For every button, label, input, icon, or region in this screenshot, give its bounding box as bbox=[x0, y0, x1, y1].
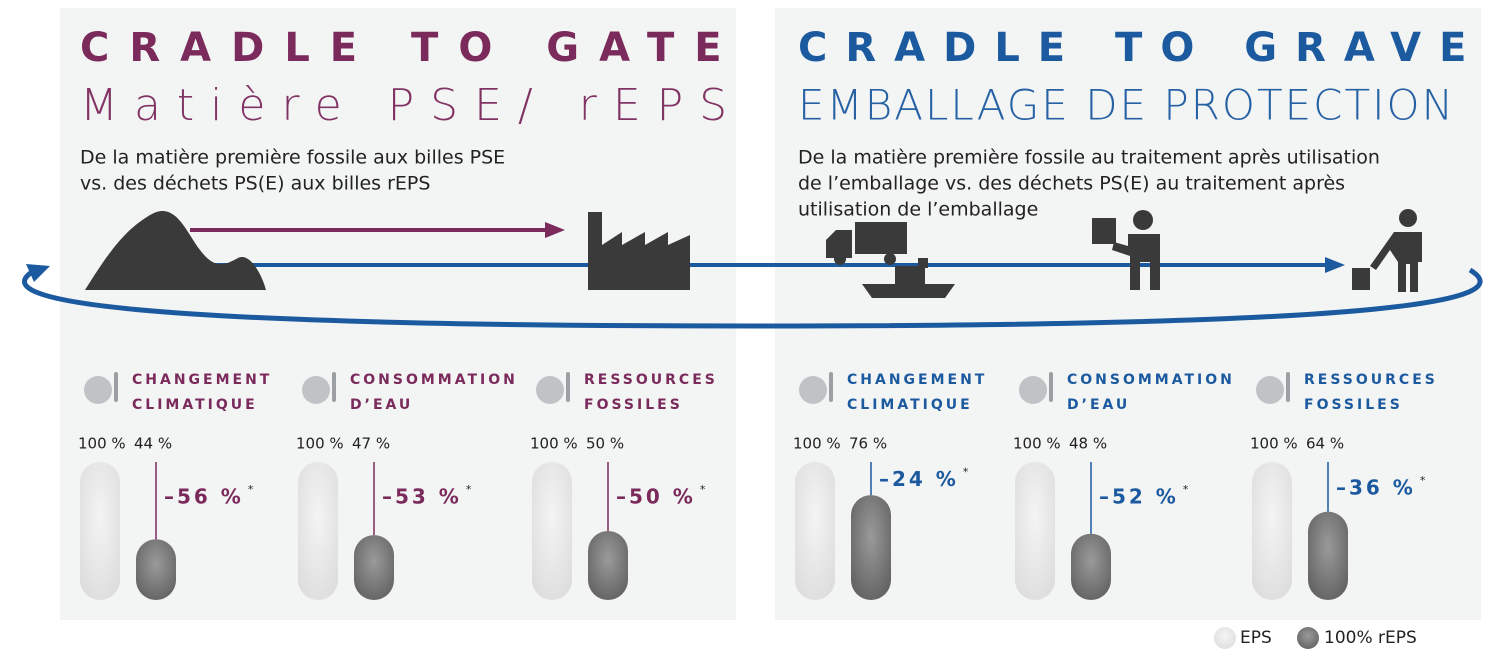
metric-icon bbox=[799, 376, 827, 404]
change-label: –53 % bbox=[382, 485, 462, 509]
panel-subtitle: EMBALLAGE DE PROTECTION bbox=[798, 81, 1455, 130]
value-label: 100 % bbox=[78, 435, 126, 453]
change-label: –36 % bbox=[1336, 475, 1416, 499]
legend-label: EPS bbox=[1240, 628, 1272, 648]
value-label: 48 % bbox=[1069, 435, 1107, 453]
value-label: 100 % bbox=[793, 435, 841, 453]
legend-swatch bbox=[1297, 627, 1319, 649]
eps-pill bbox=[532, 462, 572, 600]
metric-icon bbox=[1286, 372, 1290, 402]
reps-pill bbox=[1071, 534, 1111, 600]
metric-icon bbox=[84, 376, 112, 404]
metric-label: CLIMATIQUE bbox=[847, 397, 973, 413]
metric-label: FOSSILES bbox=[584, 397, 683, 413]
panel-subtitle: Matière PSE/ rEPS bbox=[80, 80, 743, 131]
metric-label: RESSOURCES bbox=[1304, 372, 1438, 388]
eps-pill bbox=[80, 462, 120, 600]
change-note: * bbox=[1183, 483, 1189, 496]
panel-title: CRADLE TO GATE bbox=[80, 25, 742, 71]
legend-label: 100% rEPS bbox=[1324, 628, 1417, 648]
metric-icon bbox=[1049, 372, 1053, 402]
eps-pill bbox=[1015, 462, 1055, 600]
reps-pill bbox=[588, 531, 628, 600]
reps-pill bbox=[136, 539, 176, 600]
metric-label: RESSOURCES bbox=[584, 372, 718, 388]
metric-label: CHANGEMENT bbox=[847, 372, 987, 388]
change-label: –24 % bbox=[879, 467, 959, 491]
value-label: 47 % bbox=[352, 435, 390, 453]
eps-pill bbox=[1252, 462, 1292, 600]
change-note: * bbox=[248, 483, 254, 496]
change-label: –52 % bbox=[1099, 485, 1179, 509]
description: utilisation de l’emballage bbox=[798, 199, 1038, 221]
change-label: –50 % bbox=[616, 485, 696, 509]
metric-label: D’EAU bbox=[1067, 397, 1130, 413]
legend-swatch bbox=[1214, 627, 1236, 649]
change-note: * bbox=[1420, 474, 1426, 487]
reps-pill bbox=[354, 535, 394, 600]
eps-pill bbox=[298, 462, 338, 600]
description: vs. des déchets PS(E) aux billes rEPS bbox=[80, 173, 430, 195]
metric-icon bbox=[1019, 376, 1047, 404]
change-note: * bbox=[963, 466, 969, 479]
description: de l’emballage vs. des déchets PS(E) au … bbox=[798, 173, 1345, 195]
metric-icon bbox=[1256, 376, 1284, 404]
change-note: * bbox=[700, 483, 706, 496]
metric-label: CONSOMMATION bbox=[350, 372, 518, 388]
eps-pill bbox=[795, 462, 835, 600]
value-label: 44 % bbox=[134, 435, 172, 453]
description: De la matière première fossile au traite… bbox=[798, 147, 1380, 169]
reps-pill bbox=[1308, 512, 1348, 600]
value-label: 64 % bbox=[1306, 435, 1344, 453]
value-label: 100 % bbox=[530, 435, 578, 453]
panel-title: CRADLE TO GRAVE bbox=[798, 25, 1484, 71]
change-label: –56 % bbox=[164, 485, 244, 509]
value-label: 100 % bbox=[1250, 435, 1298, 453]
value-label: 100 % bbox=[1013, 435, 1061, 453]
value-label: 100 % bbox=[296, 435, 344, 453]
value-label: 50 % bbox=[586, 435, 624, 453]
metric-icon bbox=[114, 372, 118, 402]
metric-icon bbox=[536, 376, 564, 404]
metric-label: CLIMATIQUE bbox=[132, 397, 258, 413]
metric-label: CHANGEMENT bbox=[132, 372, 272, 388]
infographic: CRADLE TO GATE Matière PSE/ rEPS De la mat… bbox=[0, 0, 1496, 652]
metric-label: D’EAU bbox=[350, 397, 413, 413]
metric-icon bbox=[566, 372, 570, 402]
value-label: 76 % bbox=[849, 435, 887, 453]
metric-icon bbox=[332, 372, 336, 402]
metric-icon bbox=[302, 376, 330, 404]
metric-icon bbox=[829, 372, 833, 402]
reps-pill bbox=[851, 495, 891, 600]
metric-label: CONSOMMATION bbox=[1067, 372, 1235, 388]
metric-label: FOSSILES bbox=[1304, 397, 1403, 413]
change-note: * bbox=[466, 483, 472, 496]
description: De la matière première fossile aux bille… bbox=[80, 147, 505, 169]
